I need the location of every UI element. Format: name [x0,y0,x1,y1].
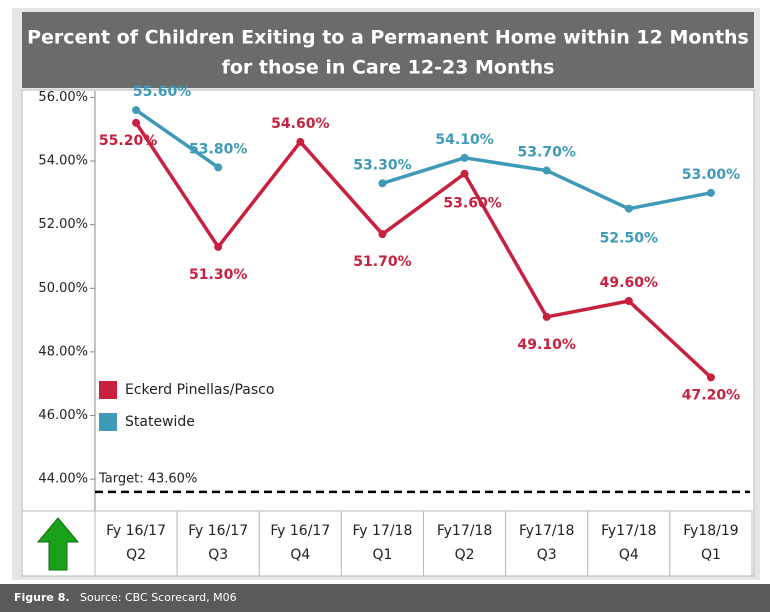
point [296,137,305,146]
point [132,118,141,127]
data-label: 53.70% [518,145,576,161]
x-tick-label: Q2 [455,547,475,563]
chart-title: Percent of Children Exiting to a Permane… [27,27,749,49]
category-cell [94,510,178,577]
category-cell [176,510,260,577]
data-label: 53.30% [353,157,411,173]
y-tick-label: 48.00% [38,344,88,359]
y-tick-label: 54.00% [38,154,88,169]
x-tick-label: Q3 [537,547,557,563]
category-cell [505,510,589,577]
y-tick-label: 50.00% [38,281,88,296]
x-tick-label: Fy18/19 [683,523,738,539]
point [460,153,469,162]
point [542,312,551,321]
series-line [135,108,220,169]
data-label: 52.50% [600,231,658,247]
x-tick-label: Fy 16/17 [270,523,330,539]
x-tick-label: Fy 16/17 [188,523,248,539]
point [214,163,223,172]
x-tick-label: Q2 [126,547,146,563]
point [706,188,715,197]
category-cell [423,510,507,577]
series-line [134,121,713,379]
legend-label: Eckerd Pinellas/Pasco [125,382,274,398]
title-bar [22,12,754,88]
y-tick-label: 44.00% [38,472,88,487]
point [460,169,469,178]
data-label: 54.10% [435,132,493,148]
point [624,204,633,213]
point [132,106,141,115]
up-arrow [36,517,80,571]
x-tick-label: Fy17/18 [437,523,492,539]
x-tick-label: Q1 [701,547,721,563]
x-tick-label: Q4 [290,547,310,563]
footer-bar [0,584,770,612]
data-label: 51.30% [189,267,247,283]
y-tick-label: 46.00% [38,408,88,423]
data-label: 49.10% [518,337,576,353]
data-label: 53.60% [443,196,501,212]
point [624,297,633,305]
category-cell [587,510,671,577]
data-label: 53.00% [682,167,740,183]
point [378,230,387,239]
point [214,242,223,251]
data-label: 51.70% [353,254,411,270]
category-cell [258,510,342,577]
x-tick-label: Q1 [372,547,392,563]
legend-swatch [99,381,117,399]
data-label: 47.20% [682,387,740,403]
category-cell [340,510,424,577]
legend-label: Statewide [125,414,195,430]
plot-area [21,89,755,577]
y-tick-label: 56.00% [38,90,88,105]
x-tick-label: Q4 [619,547,639,563]
data-label: 49.60% [600,275,658,291]
x-tick-label: Fy 17/18 [353,523,413,539]
data-label: 55.20% [99,133,157,149]
data-label: 53.80% [189,141,247,157]
category-cell [669,510,753,577]
target-label: Target: 43.60% [98,471,197,486]
point [706,373,715,382]
data-label: 55.60% [133,84,191,100]
data-label: 54.60% [271,116,329,132]
point [378,179,387,188]
chart-title: for those in Care 12-23 Months [222,57,555,79]
x-tick-label: Fy17/18 [519,523,574,539]
y-tick-label: 52.00% [38,217,88,232]
figure-label: Figure 8. [14,591,70,604]
legend-swatch [99,413,117,431]
x-tick-label: Fy17/18 [601,523,656,539]
source: Source: CBC Scorecard, M06 [80,591,237,604]
x-tick-label: Q3 [208,547,228,563]
point [542,166,551,175]
x-tick-label: Fy 16/17 [106,523,166,539]
